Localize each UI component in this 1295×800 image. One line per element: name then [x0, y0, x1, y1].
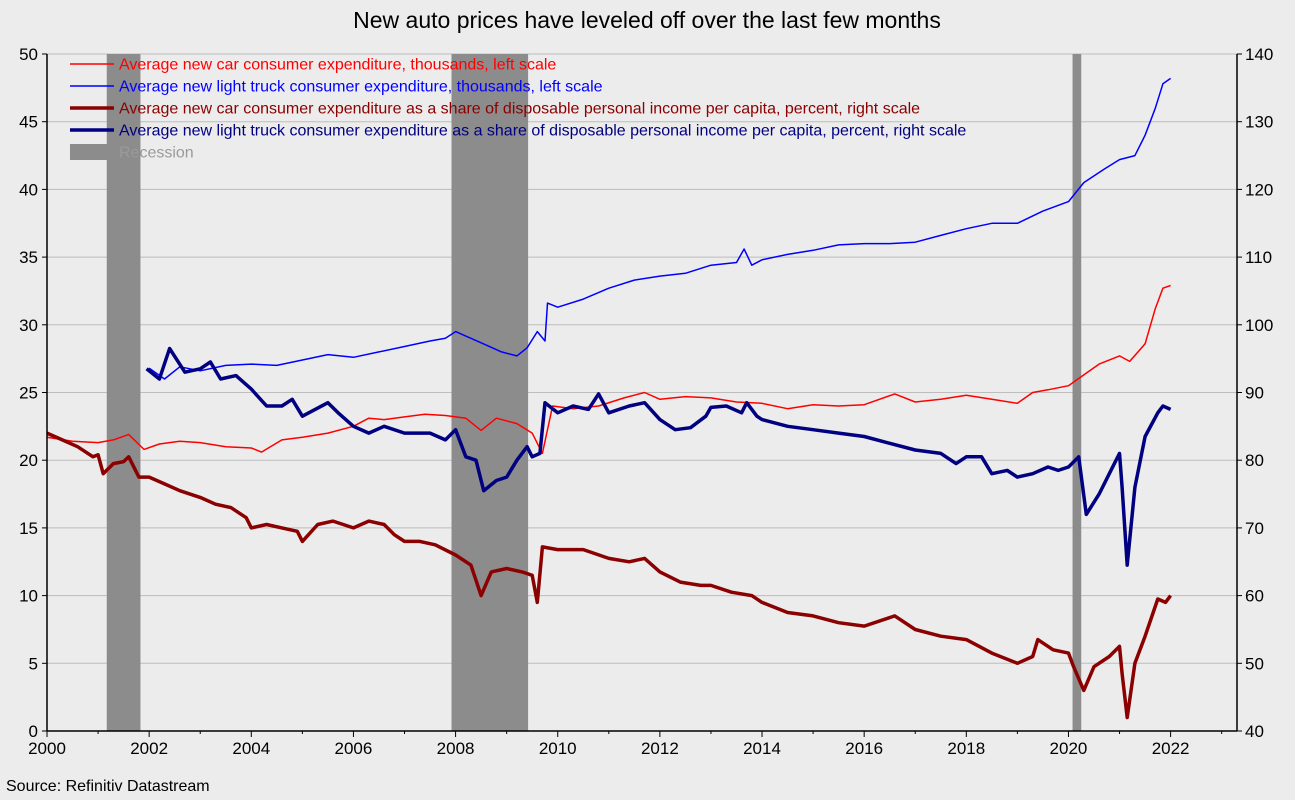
x-tick-label-6: 2012: [641, 739, 679, 758]
x-tick-label-10: 2020: [1050, 739, 1088, 758]
source-note: Source: Refinitiv Datastream: [6, 778, 210, 795]
recession-band-3: [1072, 54, 1082, 731]
left-tick-label-2: 10: [19, 587, 38, 606]
x-tick-label-3: 2006: [335, 739, 373, 758]
right-tick-label-3: 70: [1245, 519, 1264, 538]
grid-lines: [47, 53, 1237, 664]
x-tick-label-1: 2002: [130, 739, 168, 758]
right-tick-label-4: 80: [1245, 451, 1264, 470]
x-tick-label-11: 2022: [1152, 739, 1190, 758]
recession-band-2: [451, 54, 529, 731]
legend-label-2: Average new light truck consumer expendi…: [119, 79, 603, 96]
chart-title: New auto prices have leveled off over th…: [353, 7, 941, 33]
right-tick-label-0: 40: [1245, 722, 1264, 741]
series-line-4: [145, 346, 1172, 567]
recession-bands: [106, 54, 1082, 731]
x-tick-label-0: 2000: [28, 739, 66, 758]
series-line-2: [148, 77, 1172, 380]
left-tick-label-6: 30: [19, 316, 38, 335]
legend-label-3: Average new car consumer expenditure as …: [119, 101, 920, 118]
legend-label-4: Average new light truck consumer expendi…: [119, 123, 966, 140]
series-line-3: [46, 431, 1172, 720]
left-tick-label-9: 45: [19, 113, 38, 132]
right-tick-label-1: 50: [1245, 654, 1264, 673]
x-tick-label-8: 2016: [845, 739, 883, 758]
left-tick-label-3: 15: [19, 519, 38, 538]
right-tick-label-8: 120: [1245, 180, 1273, 199]
left-tick-label-5: 25: [19, 384, 38, 403]
legend: Average new car consumer expenditure, th…: [70, 57, 966, 162]
x-tick-label-9: 2018: [947, 739, 985, 758]
left-tick-label-7: 35: [19, 248, 38, 267]
right-tick-label-6: 100: [1245, 316, 1273, 335]
right-tick-label-10: 140: [1245, 45, 1273, 64]
right-tick-label-5: 90: [1245, 384, 1264, 403]
axes: 0 5 10 15 20 25 30 35 40 45 50 40 50 60 70 80 90 100 110 12…: [19, 45, 1273, 758]
left-tick-label-8: 40: [19, 180, 38, 199]
x-tick-label-2: 2004: [232, 739, 270, 758]
left-tick-label-4: 20: [19, 451, 38, 470]
recession-band-1: [106, 54, 141, 731]
x-tick-label-5: 2010: [539, 739, 577, 758]
right-tick-label-7: 110: [1245, 248, 1272, 267]
legend-label-1: Average new car consumer expenditure, th…: [119, 57, 556, 74]
left-tick-label-0: 0: [29, 722, 38, 741]
left-tick-label-1: 5: [29, 654, 38, 673]
x-tick-label-7: 2014: [743, 739, 781, 758]
right-tick-label-9: 130: [1245, 113, 1273, 132]
series-lines: [46, 77, 1172, 720]
x-tick-label-4: 2008: [437, 739, 475, 758]
left-tick-label-10: 50: [19, 45, 38, 64]
legend-label-recession: Recession: [119, 145, 194, 162]
legend-swatch-recession: [70, 144, 114, 160]
right-tick-label-2: 60: [1245, 587, 1264, 606]
